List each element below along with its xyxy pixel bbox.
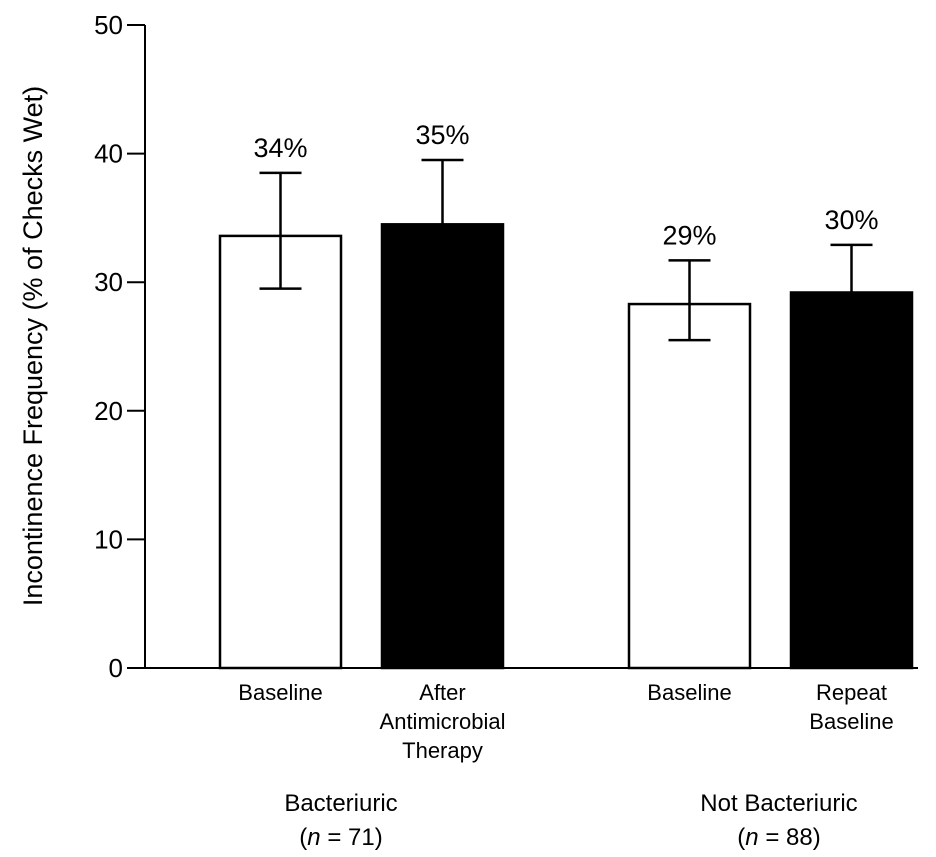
data-label: 34% — [253, 133, 307, 163]
group-n-label: (n = 88) — [737, 824, 820, 851]
category-label: Baseline — [809, 709, 893, 734]
bar — [627, 302, 752, 670]
y-tick-label: 40 — [94, 139, 123, 169]
bars — [218, 158, 914, 670]
group-label: Bacteriuric — [284, 790, 397, 817]
y-tick-label: 50 — [94, 10, 123, 40]
group-n-label: (n = 71) — [299, 824, 382, 851]
y-tick-label: 20 — [94, 396, 123, 426]
y-tick-label: 10 — [94, 524, 123, 554]
group-n-prefix: ( — [737, 824, 745, 851]
bar — [789, 291, 914, 670]
data-label: 29% — [662, 220, 716, 250]
category-label: Baseline — [238, 680, 322, 705]
y-tick-label: 0 — [109, 653, 123, 683]
group-n-suffix: = 88) — [759, 824, 821, 851]
data-label: 35% — [415, 120, 469, 150]
group-label: Not Bacteriuric — [700, 790, 857, 817]
group-n-symbol: n — [745, 824, 758, 851]
y-axis-title: Incontinence Frequency (% of Checks Wet) — [18, 86, 48, 606]
bar — [218, 234, 343, 670]
y-tick-label: 30 — [94, 267, 123, 297]
group-n-prefix: ( — [299, 824, 307, 851]
category-label: Repeat — [816, 680, 887, 705]
labels: 34% Baseline 35% After Antimicrobial Therapy 2… — [238, 120, 893, 851]
category-label: Antimicrobial — [380, 709, 506, 734]
data-label: 30% — [824, 205, 878, 235]
category-label: After — [419, 680, 465, 705]
axes: 0 10 20 30 40 50 Incontinence Frequency (% of … — [18, 10, 918, 683]
category-label: Therapy — [402, 738, 483, 763]
bar — [380, 223, 505, 670]
group-n-symbol: n — [307, 824, 320, 851]
category-label: Baseline — [647, 680, 731, 705]
group-n-suffix: = 71) — [321, 824, 383, 851]
